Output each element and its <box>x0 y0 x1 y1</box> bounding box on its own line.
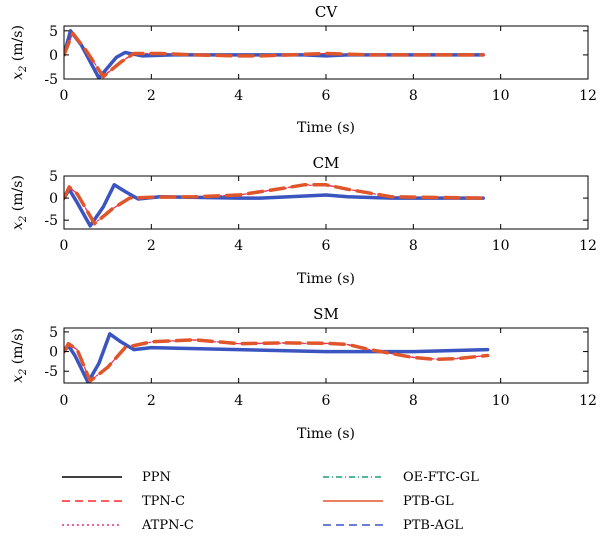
x-tick-label: 10 <box>492 88 510 104</box>
x-tick-label: 6 <box>322 238 331 254</box>
y-axis-label-subscript: 2 <box>18 66 29 73</box>
y-axis-label: x2 (m/s) <box>10 328 29 383</box>
axes-box <box>63 327 589 384</box>
legend: PPN TPN-C ATPN-C OE-FTC-GL PTB-GL PTB-AGL <box>62 470 479 533</box>
series-group <box>64 183 485 228</box>
legend-item: ATPN-C <box>62 518 194 533</box>
x-tick-label: 2 <box>147 238 156 254</box>
y-tick-label: 0 <box>49 48 58 64</box>
x-tick-label: 4 <box>234 88 243 104</box>
y-tick-label: -5 <box>44 72 58 88</box>
x-tick-label: 4 <box>234 238 243 254</box>
x-tick-label: 0 <box>60 88 69 104</box>
y-axis-label-subscript: 2 <box>18 369 29 376</box>
legend-item: OE-FTC-GL <box>323 470 479 485</box>
x-tick-label: 8 <box>409 238 418 254</box>
series-group <box>64 332 490 383</box>
x-tick-label: 0 <box>60 393 69 409</box>
subplot-title: SM <box>313 305 339 323</box>
x-tick-label: 10 <box>492 393 510 409</box>
legend-item: PPN <box>62 470 171 485</box>
y-axis-label: x2 (m/s) <box>10 175 29 230</box>
series-group <box>64 29 485 79</box>
legend-item: TPN-C <box>62 494 185 509</box>
x-axis-label: Time (s) <box>297 271 355 287</box>
y-axis-label-unit: (m/s) <box>10 175 26 216</box>
x-tick-label: 6 <box>322 88 331 104</box>
series-line-ptb-gl <box>64 183 485 226</box>
x-tick-label: 12 <box>579 88 597 104</box>
legend-label: TPN-C <box>142 494 185 509</box>
series-line-ptb-gl <box>64 338 490 383</box>
y-tick-label: -5 <box>44 364 58 380</box>
subplot-title: CM <box>313 154 340 172</box>
y-axis-label-base: x <box>10 375 26 383</box>
x-tick-label: 6 <box>322 393 331 409</box>
y-axis-label-subscript: 2 <box>18 216 29 223</box>
y-tick-label: 0 <box>49 191 58 207</box>
y-tick-label: 0 <box>49 345 58 361</box>
subplot-title: CV <box>315 3 338 21</box>
series-line-ptb-gl <box>64 31 485 79</box>
x-tick-label: 4 <box>234 393 243 409</box>
x-tick-label: 0 <box>60 238 69 254</box>
y-axis-label: x2 (m/s) <box>10 25 29 80</box>
y-tick-label: 5 <box>49 169 58 185</box>
series-line-ptb-agl <box>64 332 490 383</box>
legend-label: PPN <box>142 470 171 485</box>
x-tick-label: 12 <box>579 238 597 254</box>
y-tick-label: 5 <box>49 24 58 40</box>
series-line-ptb-agl <box>64 29 485 79</box>
legend-label: ATPN-C <box>141 518 194 533</box>
legend-label: OE-FTC-GL <box>403 470 479 485</box>
y-axis-label-unit: (m/s) <box>10 328 26 369</box>
x-tick-label: 2 <box>147 88 156 104</box>
x-tick-label: 2 <box>147 393 156 409</box>
y-tick-label: -5 <box>44 213 58 229</box>
y-axis-label-unit: (m/s) <box>10 25 26 66</box>
legend-item: PTB-GL <box>323 494 454 509</box>
x-tick-label: 8 <box>409 393 418 409</box>
y-axis-label-base: x <box>10 222 26 230</box>
legend-item: PTB-AGL <box>323 518 463 533</box>
legend-label: PTB-AGL <box>403 518 463 533</box>
x-axis-label: Time (s) <box>297 120 355 136</box>
x-tick-label: 10 <box>492 238 510 254</box>
legend-label: PTB-GL <box>403 494 454 509</box>
x-tick-label: 12 <box>579 393 597 409</box>
y-axis-label-base: x <box>10 72 26 80</box>
y-tick-label: 5 <box>49 325 58 341</box>
series-line-atpn-c <box>64 339 489 382</box>
x-tick-label: 8 <box>409 88 418 104</box>
x-axis-label: Time (s) <box>297 426 355 442</box>
